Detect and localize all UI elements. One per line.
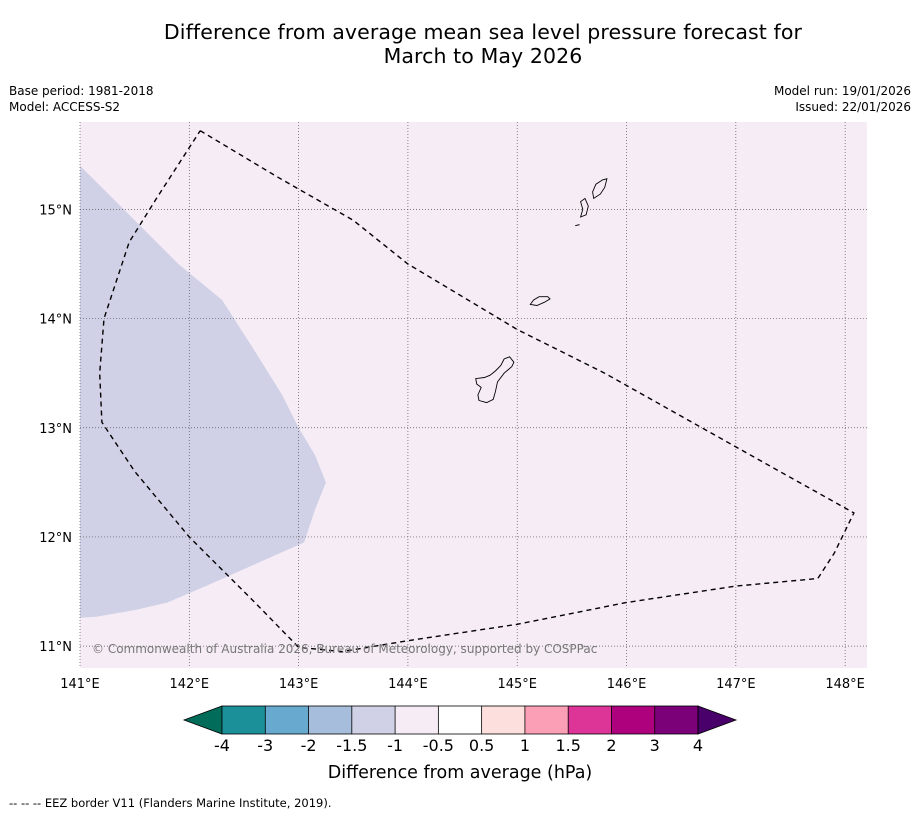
lat-tick-labels: 11°N 12°N 13°N 14°N 15°N	[39, 203, 72, 655]
colorbar-tick-label: 4	[693, 736, 703, 755]
colorbar-under-arrow	[182, 705, 223, 735]
lat-tick-label: 14°N	[39, 313, 72, 328]
island-aguijan	[575, 224, 580, 227]
colorbar-swatch	[568, 706, 612, 734]
copyright-text: © Commonwealth of Australia 2026, Bureau…	[92, 642, 597, 656]
lat-tick-label: 11°N	[39, 640, 72, 655]
colorbar-tick-label: 3	[650, 736, 660, 755]
colorbar: -4 -3 -2 -1.5 -1 -0.5 0.5 1 1.5 2 3 4	[182, 705, 738, 755]
colorbar-tick-label: -4	[214, 736, 230, 755]
eez-border-line	[98, 130, 855, 653]
lon-tick-labels: 141°E 142°E 143°E 144°E 145°E 146°E 147°E 148°E	[60, 677, 865, 692]
colorbar-swatch	[654, 706, 698, 734]
island-guam	[475, 356, 515, 404]
coastlines	[475, 178, 608, 404]
lat-tick-label: 12°N	[39, 531, 72, 546]
colorbar-tick-label: 1	[520, 736, 530, 755]
lon-tick-label: 145°E	[497, 677, 537, 692]
lat-tick-label: 15°N	[39, 203, 72, 218]
title-line-2: March to May 2026	[383, 44, 583, 68]
lon-tick-label: 147°E	[716, 677, 756, 692]
colorbar-swatch	[611, 706, 655, 734]
colorbar-swatch	[222, 706, 266, 734]
colorbar-tick-label: -3	[257, 736, 273, 755]
lat-tick-label: 13°N	[39, 422, 72, 437]
model-name: Model: ACCESS-S2	[9, 100, 121, 114]
colorbar-swatch	[351, 706, 396, 734]
colorbar-tick-label: -2	[301, 736, 317, 755]
colorbar-tick-label: 1.5	[555, 736, 580, 755]
lon-tick-label: 144°E	[388, 677, 428, 692]
colorbar-frame	[221, 705, 699, 735]
colorbar-swatch	[481, 706, 525, 734]
colorbar-label: Difference from average (hPa)	[328, 763, 593, 783]
base-period: Base period: 1981-2018	[9, 84, 154, 98]
colorbar-over-arrow	[697, 705, 738, 735]
island-tinian	[579, 197, 589, 218]
graticule	[79, 122, 867, 668]
island-saipan	[592, 178, 608, 200]
lon-tick-label: 141°E	[60, 677, 100, 692]
chart-title: Difference from average mean sea level p…	[0, 20, 919, 68]
colorbar-tick-label: -1.5	[336, 736, 367, 755]
lon-tick-label: 142°E	[170, 677, 210, 692]
model-run: Model run: 19/01/2026	[773, 84, 911, 98]
island-rota	[529, 296, 551, 306]
colorbar-swatch	[308, 706, 352, 734]
title-line-1: Difference from average mean sea level p…	[163, 20, 803, 44]
lon-tick-label: 148°E	[825, 677, 865, 692]
colorbar-swatch	[265, 706, 309, 734]
colorbar-tick-label: -0.5	[423, 736, 454, 755]
colorbar-swatch	[438, 706, 482, 734]
meta-right: Model run: 19/01/2026 Issued: 22/01/2026	[774, 83, 911, 115]
colorbar-tick-label: -1	[387, 736, 403, 755]
lon-tick-label: 146°E	[607, 677, 647, 692]
colorbar-tick-label: 0.5	[469, 736, 494, 755]
map-area: © Commonwealth of Australia 2026, Bureau…	[79, 122, 867, 668]
colorbar-tick-label: 2	[606, 736, 616, 755]
issued-date: Issued: 22/01/2026	[795, 100, 911, 114]
meta-left: Base period: 1981-2018 Model: ACCESS-S2	[9, 83, 154, 115]
colorbar-swatch	[395, 706, 439, 734]
eez-footnote: -- -- -- EEZ border V11 (Flanders Marine…	[9, 796, 332, 810]
colorbar-swatch	[524, 706, 569, 734]
anomaly-region	[80, 165, 326, 618]
lon-tick-label: 143°E	[279, 677, 319, 692]
